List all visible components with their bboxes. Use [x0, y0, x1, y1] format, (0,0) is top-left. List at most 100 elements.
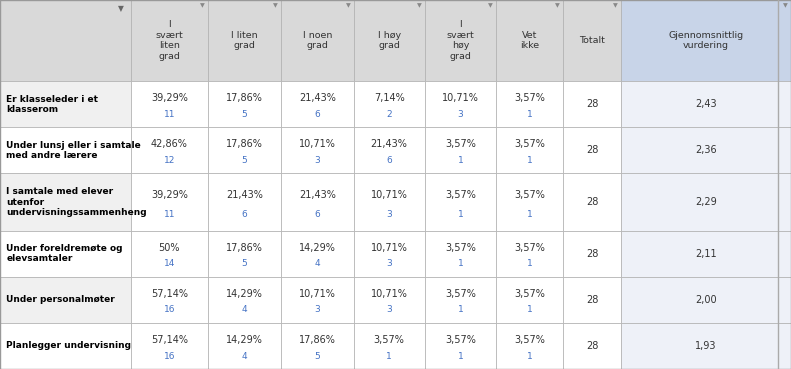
FancyBboxPatch shape	[496, 0, 563, 81]
Text: 1: 1	[457, 156, 464, 165]
FancyBboxPatch shape	[0, 81, 131, 127]
Text: 2: 2	[386, 110, 392, 119]
Text: 1: 1	[527, 306, 532, 314]
FancyBboxPatch shape	[496, 323, 563, 369]
Text: 4: 4	[241, 306, 248, 314]
Text: 3: 3	[314, 306, 320, 314]
FancyBboxPatch shape	[208, 231, 281, 277]
Text: ▼: ▼	[200, 4, 205, 9]
FancyBboxPatch shape	[208, 173, 281, 231]
FancyBboxPatch shape	[621, 0, 791, 81]
Text: 10,71%: 10,71%	[371, 289, 407, 299]
Text: 21,43%: 21,43%	[299, 190, 335, 200]
FancyBboxPatch shape	[496, 173, 563, 231]
Text: 28: 28	[586, 145, 598, 155]
Text: I samtale med elever
utenfor
undervisningssammenheng: I samtale med elever utenfor undervisnin…	[6, 187, 147, 217]
FancyBboxPatch shape	[208, 127, 281, 173]
Text: 28: 28	[586, 341, 598, 351]
Text: 28: 28	[586, 197, 598, 207]
Text: ▼: ▼	[417, 4, 422, 9]
Text: I
svært
liten
grad: I svært liten grad	[155, 21, 184, 61]
FancyBboxPatch shape	[0, 173, 131, 231]
Text: 1: 1	[386, 352, 392, 361]
Text: 17,86%: 17,86%	[226, 243, 263, 253]
FancyBboxPatch shape	[281, 127, 354, 173]
FancyBboxPatch shape	[425, 127, 496, 173]
Text: 3,57%: 3,57%	[445, 289, 476, 299]
Text: 3: 3	[386, 306, 392, 314]
FancyBboxPatch shape	[0, 277, 131, 323]
Text: 3: 3	[457, 110, 464, 119]
FancyBboxPatch shape	[425, 0, 496, 81]
FancyBboxPatch shape	[0, 231, 131, 277]
Text: 57,14%: 57,14%	[151, 335, 187, 345]
Text: ▼: ▼	[273, 4, 278, 9]
Text: 4: 4	[314, 259, 320, 268]
FancyBboxPatch shape	[563, 127, 621, 173]
Text: 3,57%: 3,57%	[514, 190, 545, 200]
Text: 5: 5	[241, 156, 248, 165]
FancyBboxPatch shape	[281, 0, 354, 81]
Text: 3: 3	[314, 156, 320, 165]
Text: 3,57%: 3,57%	[445, 243, 476, 253]
Text: 10,71%: 10,71%	[371, 243, 407, 253]
FancyBboxPatch shape	[281, 173, 354, 231]
Text: 1: 1	[527, 352, 532, 361]
Text: Gjennomsnittlig
vurdering: Gjennomsnittlig vurdering	[668, 31, 744, 50]
Text: 17,86%: 17,86%	[226, 139, 263, 149]
FancyBboxPatch shape	[354, 81, 425, 127]
Text: ▼: ▼	[555, 4, 560, 9]
Text: ▼: ▼	[119, 4, 124, 13]
Text: 2,00: 2,00	[695, 295, 717, 305]
Text: 1: 1	[527, 156, 532, 165]
Text: 39,29%: 39,29%	[151, 93, 187, 103]
Text: I høy
grad: I høy grad	[377, 31, 401, 50]
Text: 3,57%: 3,57%	[514, 139, 545, 149]
FancyBboxPatch shape	[131, 81, 208, 127]
Text: 1: 1	[527, 110, 532, 119]
Text: 21,43%: 21,43%	[226, 190, 263, 200]
Text: 5: 5	[241, 110, 248, 119]
FancyBboxPatch shape	[496, 127, 563, 173]
Text: 3,57%: 3,57%	[514, 289, 545, 299]
Text: 50%: 50%	[158, 243, 180, 253]
Text: 6: 6	[314, 110, 320, 119]
FancyBboxPatch shape	[354, 323, 425, 369]
Text: I
svært
høy
grad: I svært høy grad	[446, 21, 475, 61]
FancyBboxPatch shape	[208, 277, 281, 323]
Text: 14,29%: 14,29%	[299, 243, 335, 253]
FancyBboxPatch shape	[621, 231, 791, 277]
Text: 3,57%: 3,57%	[514, 93, 545, 103]
Text: Under personalmøter: Under personalmøter	[6, 295, 115, 304]
Text: 42,86%: 42,86%	[151, 139, 187, 149]
FancyBboxPatch shape	[563, 173, 621, 231]
FancyBboxPatch shape	[131, 173, 208, 231]
Text: 4: 4	[241, 352, 248, 361]
Text: 14,29%: 14,29%	[226, 289, 263, 299]
FancyBboxPatch shape	[354, 277, 425, 323]
FancyBboxPatch shape	[563, 277, 621, 323]
FancyBboxPatch shape	[0, 127, 131, 173]
Text: ▼: ▼	[346, 4, 350, 9]
Text: 1: 1	[457, 210, 464, 219]
FancyBboxPatch shape	[208, 0, 281, 81]
Text: 7,14%: 7,14%	[374, 93, 404, 103]
FancyBboxPatch shape	[425, 81, 496, 127]
FancyBboxPatch shape	[0, 323, 131, 369]
Text: 3,57%: 3,57%	[445, 335, 476, 345]
Text: 28: 28	[586, 295, 598, 305]
FancyBboxPatch shape	[131, 323, 208, 369]
FancyBboxPatch shape	[563, 81, 621, 127]
Text: 28: 28	[586, 249, 598, 259]
Text: 1,93: 1,93	[695, 341, 717, 351]
Text: 28: 28	[586, 99, 598, 109]
Text: 5: 5	[314, 352, 320, 361]
FancyBboxPatch shape	[563, 0, 621, 81]
FancyBboxPatch shape	[131, 277, 208, 323]
Text: 16: 16	[164, 352, 175, 361]
FancyBboxPatch shape	[131, 231, 208, 277]
Text: 2,11: 2,11	[695, 249, 717, 259]
FancyBboxPatch shape	[621, 323, 791, 369]
Text: 3: 3	[386, 259, 392, 268]
FancyBboxPatch shape	[281, 231, 354, 277]
